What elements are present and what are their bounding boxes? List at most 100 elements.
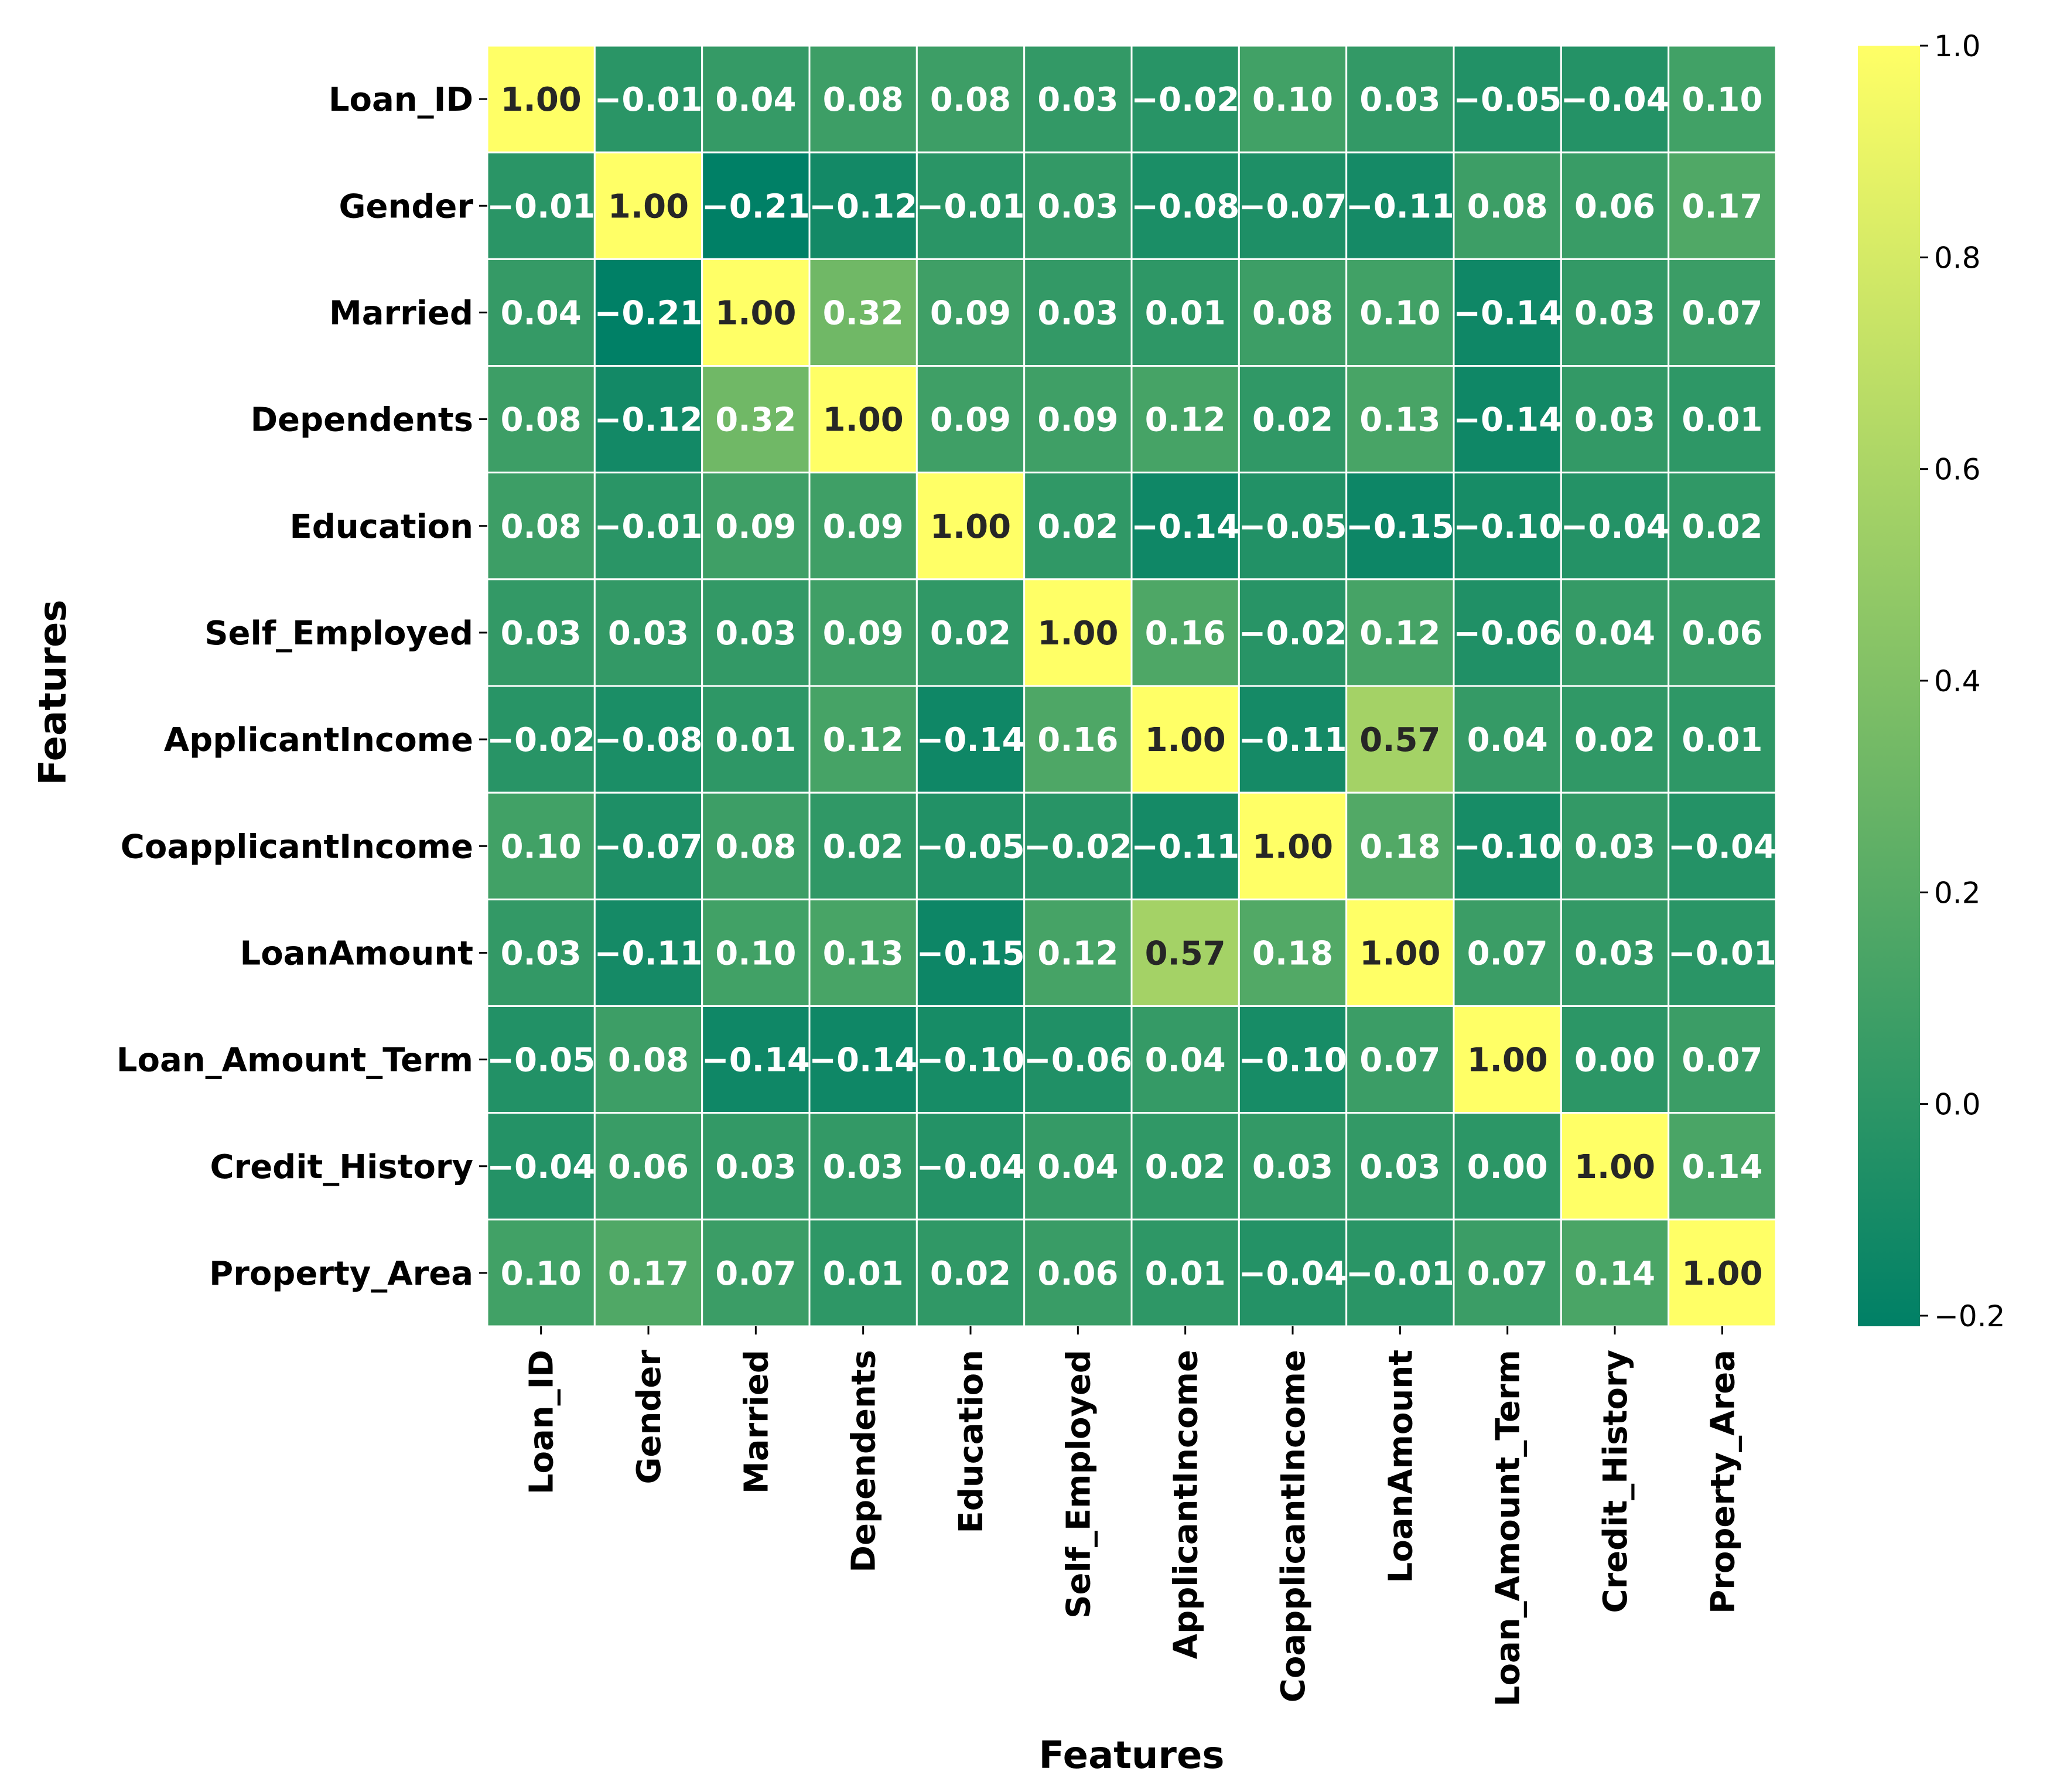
cell-value-label: 0.03: [823, 1148, 904, 1186]
cell-value-label: 0.08: [715, 828, 796, 866]
heatmap-cell: [1238, 685, 1348, 794]
y-tick-label: Credit_History: [210, 1148, 473, 1186]
x-tick-label: Gender: [630, 1350, 668, 1484]
cell-value-label: 0.01: [1145, 294, 1226, 332]
heatmap-cell: [1668, 365, 1777, 474]
cell-value-label: 0.01: [823, 1255, 904, 1293]
cell-value-label: −0.01: [487, 187, 595, 226]
cell-value-label: 0.02: [1682, 508, 1762, 546]
cell-value-label: −0.01: [594, 81, 702, 119]
cell-value-label: −0.01: [1668, 934, 1776, 972]
cell-value-label: 0.04: [715, 81, 796, 119]
heatmap-cell: [1023, 258, 1133, 367]
cell-value-label: 0.10: [715, 934, 796, 972]
cell-value-label: −0.06: [1453, 615, 1562, 653]
cell-value-label: −0.05: [487, 1042, 595, 1080]
heatmap-cell: [1130, 791, 1240, 900]
heatmap-cell: [1130, 898, 1240, 1008]
y-tick-label: CoapplicantIncome: [121, 828, 473, 866]
cell-value-label: 1.00: [823, 401, 904, 439]
cell-value-label: −0.10: [1238, 1042, 1347, 1080]
cell-value-label: −0.14: [702, 1042, 810, 1080]
cell-value-label: 0.00: [1467, 1148, 1548, 1186]
heatmap-cell: [1453, 45, 1562, 153]
cell-value-label: 0.14: [1682, 1148, 1762, 1186]
x-axis-title: Features: [1039, 1734, 1225, 1777]
cell-value-label: −0.04: [1560, 508, 1669, 546]
cell-value-label: 0.10: [1682, 81, 1762, 119]
cell-value-label: 0.13: [1359, 401, 1440, 439]
cell-value-label: −0.08: [1131, 187, 1239, 226]
colorbar-tick-label: 0.6: [1934, 453, 1981, 487]
cell-value-label: 1.00: [930, 508, 1011, 546]
cell-value-label: 0.03: [1037, 187, 1118, 226]
cell-value-label: 0.16: [1037, 721, 1118, 759]
heatmap-cell: [1453, 472, 1562, 581]
cell-value-label: −0.21: [594, 294, 702, 332]
heatmap-cell: [1668, 1005, 1777, 1114]
heatmap-cell: [486, 1218, 596, 1327]
colorbar-tick-label: −0.2: [1934, 1299, 2005, 1333]
cell-value-label: 0.12: [1037, 934, 1118, 972]
heatmap-cell: [808, 1005, 918, 1114]
heatmap-cell: [486, 1112, 596, 1221]
colorbar-tick-label: 0.2: [1934, 876, 1981, 910]
cell-value-label: 0.12: [1145, 401, 1226, 439]
cell-value-label: 0.32: [715, 401, 796, 439]
cell-value-label: 0.03: [715, 1148, 796, 1186]
heatmap-cell: [1238, 151, 1348, 260]
x-tick-label: Property_Area: [1704, 1350, 1742, 1614]
cell-value-label: 0.03: [1037, 81, 1118, 119]
heatmap-cell: [1130, 1112, 1240, 1221]
cell-value-label: −0.04: [1668, 828, 1776, 866]
heatmap-cell: [1668, 791, 1777, 900]
heatmap-cell: [701, 1112, 811, 1221]
cell-value-label: −0.01: [1346, 1255, 1454, 1293]
cell-value-label: 0.09: [930, 401, 1011, 439]
cell-value-label: 1.00: [1252, 828, 1333, 866]
y-axis-ticks: Loan_ID Gender Married Dependents Education S…: [117, 81, 487, 1293]
cell-value-label: 0.57: [1145, 934, 1226, 972]
heatmap-cell: [1668, 898, 1777, 1008]
heatmap-cell: [1238, 45, 1348, 153]
cell-value-label: 0.01: [715, 721, 796, 759]
cell-value-label: 0.01: [1145, 1255, 1226, 1293]
cell-value-label: −0.12: [594, 401, 702, 439]
cell-value-label: 0.03: [1574, 934, 1655, 972]
heatmap-cell: [1023, 1112, 1133, 1221]
heatmap-cell: [486, 258, 596, 367]
heatmap-cell: [486, 151, 596, 260]
cell-value-label: 0.08: [823, 81, 904, 119]
x-tick-label: Loan_Amount_Term: [1489, 1350, 1528, 1706]
cell-value-label: 0.07: [1467, 934, 1548, 972]
heatmap-cell: [1023, 472, 1133, 581]
cell-value-label: 0.08: [501, 401, 582, 439]
heatmap-cell: [1668, 151, 1777, 260]
cell-value-label: 1.00: [1037, 615, 1118, 653]
heatmap-cell: [1668, 1112, 1777, 1221]
cell-value-label: 0.07: [1682, 1042, 1762, 1080]
cell-value-label: 0.10: [1359, 294, 1440, 332]
cell-value-label: −0.04: [1560, 81, 1669, 119]
heatmap-cell: [1130, 578, 1240, 687]
heatmap-cell: [1238, 578, 1348, 687]
cell-value-label: −0.12: [809, 187, 917, 226]
cell-value-label: 0.03: [1574, 828, 1655, 866]
heatmap-cell: [701, 791, 811, 900]
heatmap-cell: [1345, 578, 1455, 687]
cell-value-label: 0.10: [501, 1255, 582, 1293]
heatmap-cell: [915, 365, 1026, 474]
cell-value-label: −0.04: [916, 1148, 1024, 1186]
heatmap-cell: [1453, 685, 1562, 794]
y-tick-label: Gender: [339, 187, 474, 226]
cell-value-label: 0.08: [1467, 187, 1548, 226]
cell-value-label: 0.02: [1252, 401, 1333, 439]
y-tick-label: Loan_ID: [329, 81, 473, 119]
cell-value-label: 0.03: [715, 615, 796, 653]
cell-value-label: 1.00: [608, 187, 689, 226]
heatmap-cell: [1130, 472, 1240, 581]
cell-value-label: 0.08: [930, 81, 1011, 119]
heatmap-cell: [1560, 365, 1670, 474]
cell-value-label: 0.32: [823, 294, 904, 332]
cell-value-label: −0.05: [1453, 81, 1562, 119]
